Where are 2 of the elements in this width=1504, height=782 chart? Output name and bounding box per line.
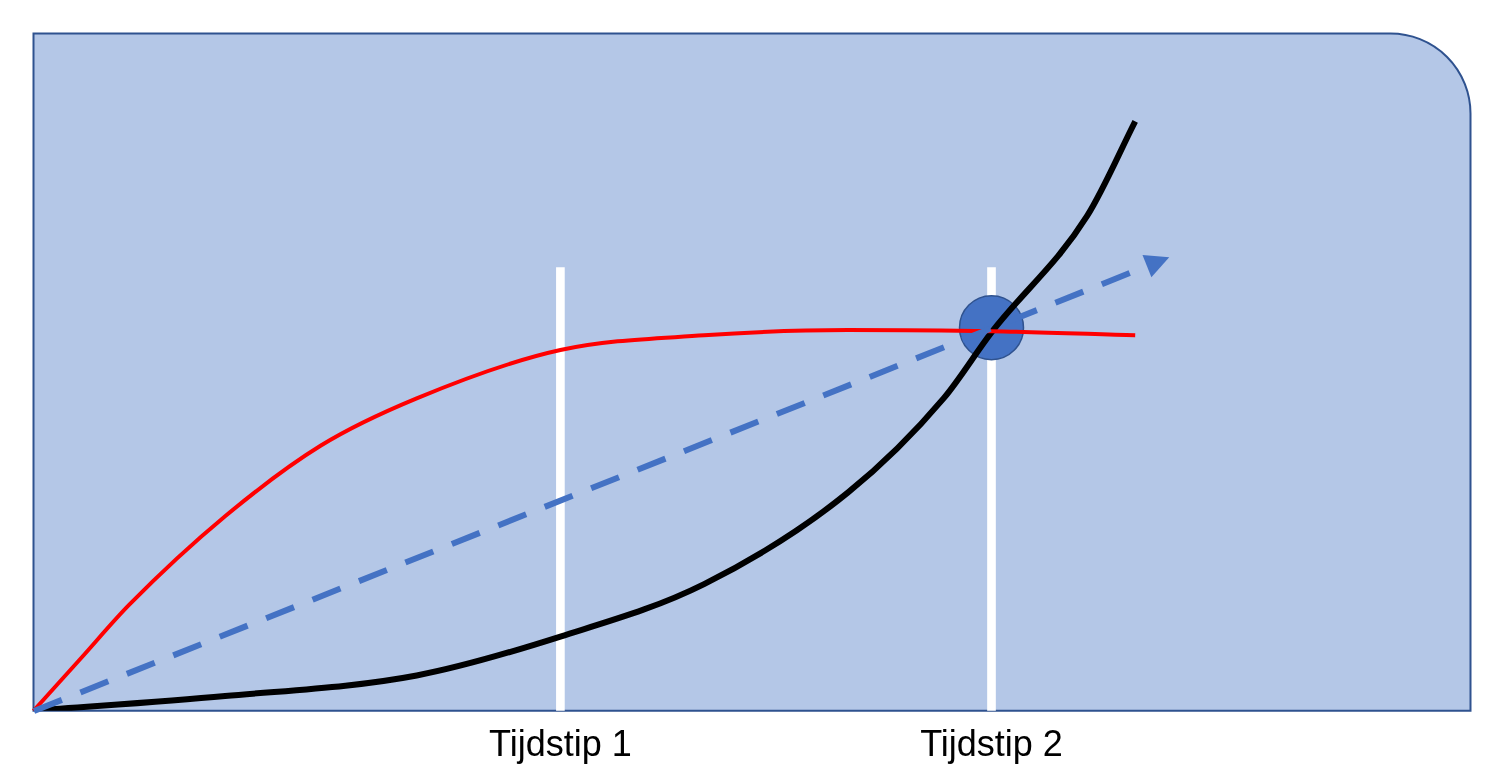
x-tick-label: Tijdstip 2 [920,723,1063,765]
x-tick-label: Tijdstip 1 [489,723,632,765]
